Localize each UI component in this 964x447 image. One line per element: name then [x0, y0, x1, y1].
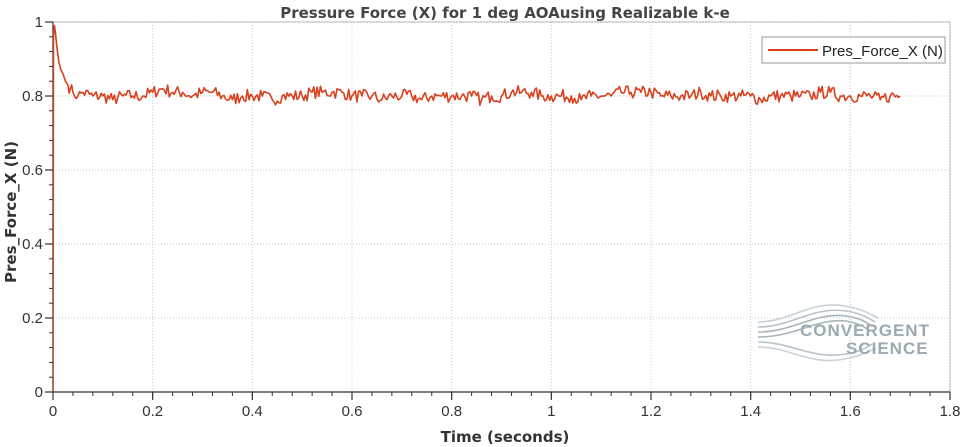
x-tick-label: 0.6 [342, 403, 363, 420]
y-axis-ticks: 0 0.2 0.4 0.6 0.8 1 [22, 14, 53, 401]
x-tick-label: 1.6 [840, 403, 861, 420]
series-line-pres-force-x [53, 24, 901, 392]
chart-title: Pressure Force (X) for 1 deg AOAusing Re… [280, 4, 730, 22]
y-tick-label: 0.8 [22, 88, 43, 105]
x-tick-label: 0 [49, 403, 57, 420]
plot-area [52, 21, 951, 393]
legend-entry-label: Pres_Force_X (N) [822, 43, 943, 60]
x-tick-label: 0.8 [441, 403, 462, 420]
y-tick-label: 0.6 [22, 162, 43, 179]
x-tick-label: 1.8 [940, 403, 961, 420]
y-tick-label: 1 [35, 14, 43, 31]
x-axis-label: Time (seconds) [441, 428, 570, 446]
x-tick-label: 1 [547, 403, 555, 420]
y-axis-label: Pres_Force_X (N) [2, 141, 20, 283]
x-tick-label: 0.2 [142, 403, 163, 420]
logo-text-line1: CONVERGENT [800, 321, 930, 340]
logo-swoosh-icon [757, 304, 879, 362]
x-tick-label: 1.4 [740, 403, 761, 420]
convergent-science-logo: CONVERGENT SCIENCE [757, 304, 930, 362]
logo-text-line2: SCIENCE [846, 339, 929, 358]
y-tick-label: 0 [35, 384, 43, 401]
y-tick-label: 0.2 [22, 310, 43, 327]
x-tick-label: 0.4 [242, 403, 263, 420]
x-tick-label: 1.2 [641, 403, 662, 420]
y-tick-label: 0.4 [22, 236, 43, 253]
legend[interactable]: Pres_Force_X (N) [761, 36, 946, 64]
x-axis-ticks: 0 0.2 0.4 0.6 0.8 1 1.2 1.4 1.6 1.8 [49, 392, 961, 420]
